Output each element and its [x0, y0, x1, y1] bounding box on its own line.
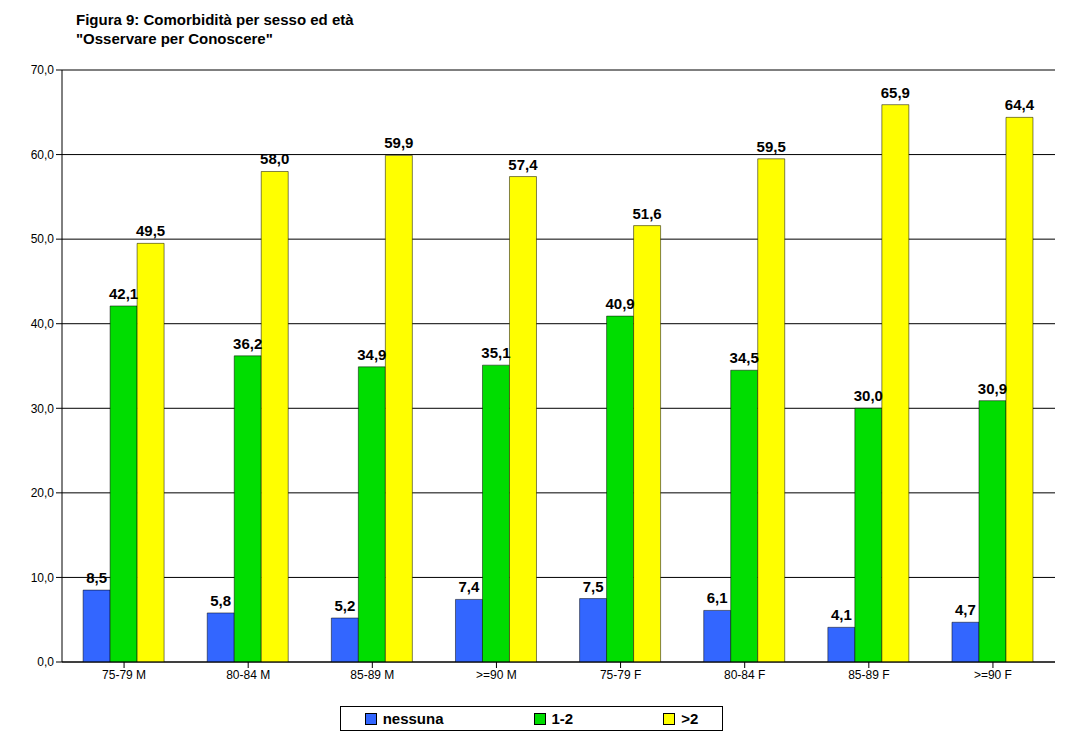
- svg-text:60,0: 60,0: [31, 148, 55, 162]
- svg-text:75-79 F: 75-79 F: [600, 668, 641, 682]
- svg-text:80-84 M: 80-84 M: [226, 668, 270, 682]
- svg-text:42,1: 42,1: [109, 285, 138, 302]
- svg-text:36,2: 36,2: [233, 335, 262, 352]
- svg-text:30,9: 30,9: [978, 380, 1007, 397]
- svg-text:>=90 F: >=90 F: [974, 668, 1012, 682]
- svg-text:34,9: 34,9: [357, 346, 386, 363]
- svg-text:4,1: 4,1: [831, 606, 852, 623]
- svg-text:40,9: 40,9: [605, 295, 634, 312]
- html-text:Figura 9: Comorbidità per sess: Figura 9: Comorbidità per sesso ed età: [76, 11, 354, 28]
- svg-text:50,0: 50,0: [31, 232, 55, 246]
- svg-text:40,0: 40,0: [31, 317, 55, 331]
- svg-text:65,9: 65,9: [881, 84, 910, 101]
- svg-text:51,6: 51,6: [632, 205, 661, 222]
- svg-text:6,1: 6,1: [707, 589, 728, 606]
- svg-text:57,4: 57,4: [508, 156, 538, 173]
- svg-text:85-89 M: 85-89 M: [350, 668, 394, 682]
- svg-text:75-79 M: 75-79 M: [102, 668, 146, 682]
- svg-text:5,2: 5,2: [334, 597, 355, 614]
- svg-text:4,7: 4,7: [955, 601, 976, 618]
- svg-text:59,9: 59,9: [384, 134, 413, 151]
- html-text:>2: >2: [681, 710, 699, 727]
- svg-text:80-84 F: 80-84 F: [724, 668, 765, 682]
- svg-text:49,5: 49,5: [136, 222, 165, 239]
- svg-text:5,8: 5,8: [210, 592, 231, 609]
- svg-text:30,0: 30,0: [854, 387, 883, 404]
- svg-text:8,5: 8,5: [86, 569, 107, 586]
- svg-text:59,5: 59,5: [757, 138, 786, 155]
- svg-text:64,4: 64,4: [1005, 96, 1035, 113]
- svg-text:34,5: 34,5: [730, 349, 759, 366]
- svg-text:20,0: 20,0: [31, 486, 55, 500]
- svg-text:70,0: 70,0: [31, 63, 55, 77]
- svg-text:85-89 F: 85-89 F: [848, 668, 889, 682]
- svg-text:35,1: 35,1: [481, 344, 510, 361]
- html-text:1-2: 1-2: [551, 710, 574, 727]
- svg-text:0,0: 0,0: [37, 655, 54, 669]
- svg-text:30,0: 30,0: [31, 402, 55, 416]
- svg-text:58,0: 58,0: [260, 150, 289, 167]
- html-text:nessuna: nessuna: [382, 710, 444, 727]
- svg-text:7,5: 7,5: [583, 578, 604, 595]
- html-text:"Osservare per Conoscere": "Osservare per Conoscere": [76, 30, 273, 47]
- svg-text:>=90 M: >=90 M: [476, 668, 517, 682]
- svg-text:7,4: 7,4: [459, 578, 481, 595]
- svg-text:10,0: 10,0: [31, 571, 55, 585]
